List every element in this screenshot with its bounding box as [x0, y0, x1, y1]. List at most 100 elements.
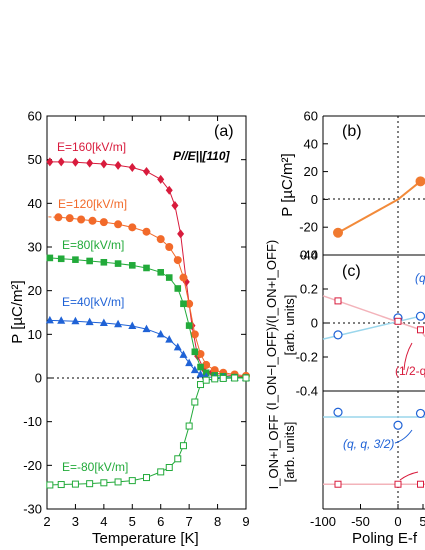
- panel-a: 2 3 4 5 6 7 8 9 -30 -20 -10 0 10 20 30 40 50 60 (a) P//E|…: [9, 109, 250, 547]
- panel-a-xtick-label: 2: [43, 514, 50, 529]
- panel-a-label: (a): [214, 123, 234, 140]
- data-point: [191, 348, 199, 356]
- data-point: [46, 254, 54, 262]
- panel-c: -0.4 -0.2 0 0.2 0.4 (c) (q (1/2-q (I_ON−I_OF…: [264, 240, 425, 410]
- data-point: [185, 299, 194, 308]
- legend-e80: E=80[kV/m]: [62, 238, 124, 252]
- data-point: [65, 214, 74, 223]
- data-point: [57, 316, 66, 324]
- data-point: [72, 256, 79, 263]
- panel-d: -100 -50 0 5 (q, q, 3/2) I_ON+I_OFF [arb. u…: [266, 407, 425, 547]
- data-point: [196, 370, 205, 378]
- panel-c-ylabel-top: (I_ON−I_OFF)/(I_ON+I_OFF): [264, 240, 279, 410]
- panel-c-label: (c): [342, 263, 361, 280]
- panel-a-ytick-label: 50: [28, 152, 42, 167]
- data-point: [191, 398, 199, 406]
- data-point: [165, 185, 173, 195]
- data-point: [190, 365, 199, 374]
- data-point: [114, 478, 122, 486]
- panel-c-point: [334, 297, 342, 305]
- panel-c-arrow: [403, 342, 413, 371]
- data-point: [219, 374, 227, 382]
- panel-a-ytick-label: 0: [35, 371, 42, 386]
- panel-b-series: [333, 176, 425, 238]
- data-point: [71, 316, 80, 325]
- series-4: [46, 374, 250, 489]
- data-point: [57, 157, 65, 167]
- panel-b-ticks: -40 -20 0 20 40 60: [299, 109, 328, 263]
- legend-e120: E=120[kV/m]: [58, 197, 127, 211]
- data-point: [190, 330, 199, 339]
- legend-em80: E=-80[kV/m]: [62, 460, 128, 474]
- data-point: [99, 218, 108, 227]
- data-point: [57, 255, 65, 263]
- data-point: [86, 480, 94, 488]
- panel-c-annotation-q: (q: [415, 271, 425, 285]
- panel-b-point: [415, 176, 425, 187]
- panel-d-point: [417, 480, 424, 488]
- data-point: [46, 157, 54, 167]
- panel-a-annotation: P//E||[110]: [173, 149, 231, 163]
- panel-d-annotation-arrow: [394, 429, 413, 444]
- panel-c-series: [322, 295, 425, 371]
- data-point: [100, 479, 108, 487]
- panel-d-series: [323, 407, 425, 488]
- data-point: [114, 319, 123, 328]
- panel-c-point: [333, 330, 343, 340]
- data-point: [185, 422, 193, 430]
- data-point: [142, 227, 151, 236]
- legend-e40: E=40[kV/m]: [62, 295, 124, 309]
- data-point: [197, 381, 205, 389]
- data-point: [179, 273, 188, 282]
- data-point: [128, 321, 137, 330]
- panel-b-ytick-label: 20: [304, 164, 318, 179]
- data-point: [100, 159, 108, 169]
- panel-d-point: [334, 480, 342, 488]
- data-point: [114, 220, 123, 229]
- data-point: [142, 324, 151, 333]
- panel-d-xtick-label: 5: [419, 514, 425, 529]
- panel-d-point: [394, 480, 402, 488]
- data-point: [174, 285, 182, 292]
- panel-a-xtick-label: 9: [242, 514, 249, 529]
- data-point: [196, 349, 205, 358]
- panel-d-point: [333, 407, 343, 417]
- data-point: [77, 215, 86, 224]
- panel-c-point: [415, 311, 425, 321]
- panel-d-xtick-label: -100: [310, 514, 336, 529]
- data-point: [165, 274, 173, 281]
- data-point: [177, 229, 185, 239]
- data-point: [114, 260, 122, 267]
- data-point: [179, 442, 187, 450]
- data-point: [143, 166, 150, 176]
- panel-c-ytick-label: 0.2: [300, 282, 318, 297]
- panel-a-series: [45, 157, 250, 489]
- panel-c-point: [417, 326, 424, 334]
- data-point: [54, 213, 63, 222]
- panel-a-ylabel: P [µC/m²]: [9, 280, 26, 343]
- data-point: [179, 350, 188, 358]
- panel-a-ytick-label: 20: [28, 283, 42, 298]
- panel-d-red-arrow: [399, 471, 419, 481]
- panel-d-point: [393, 420, 403, 430]
- data-point: [202, 376, 210, 384]
- panel-d-xtick-label: 0: [394, 514, 401, 529]
- panel-c-ytick-label: -0.2: [296, 350, 318, 365]
- data-point: [202, 360, 211, 369]
- data-point: [99, 318, 108, 326]
- data-point: [45, 315, 54, 324]
- panel-a-ytick-label: -20: [23, 458, 42, 473]
- data-point: [143, 474, 150, 482]
- data-point: [173, 256, 182, 265]
- panel-a-xtick-label: 8: [214, 514, 221, 529]
- panel-a-xtick-label: 7: [186, 514, 193, 529]
- series-line: [49, 257, 247, 379]
- panel-c-ytick-label: 0: [311, 316, 318, 331]
- legend-e160: E=160[kV/m]: [57, 140, 126, 154]
- panel-c-ytick-label: -0.4: [296, 384, 318, 399]
- panel-a-xtick-label: 3: [72, 514, 79, 529]
- data-point: [171, 201, 179, 211]
- panel-a-ytick-label: -10: [23, 414, 42, 429]
- data-point: [128, 477, 136, 485]
- data-point: [165, 243, 174, 251]
